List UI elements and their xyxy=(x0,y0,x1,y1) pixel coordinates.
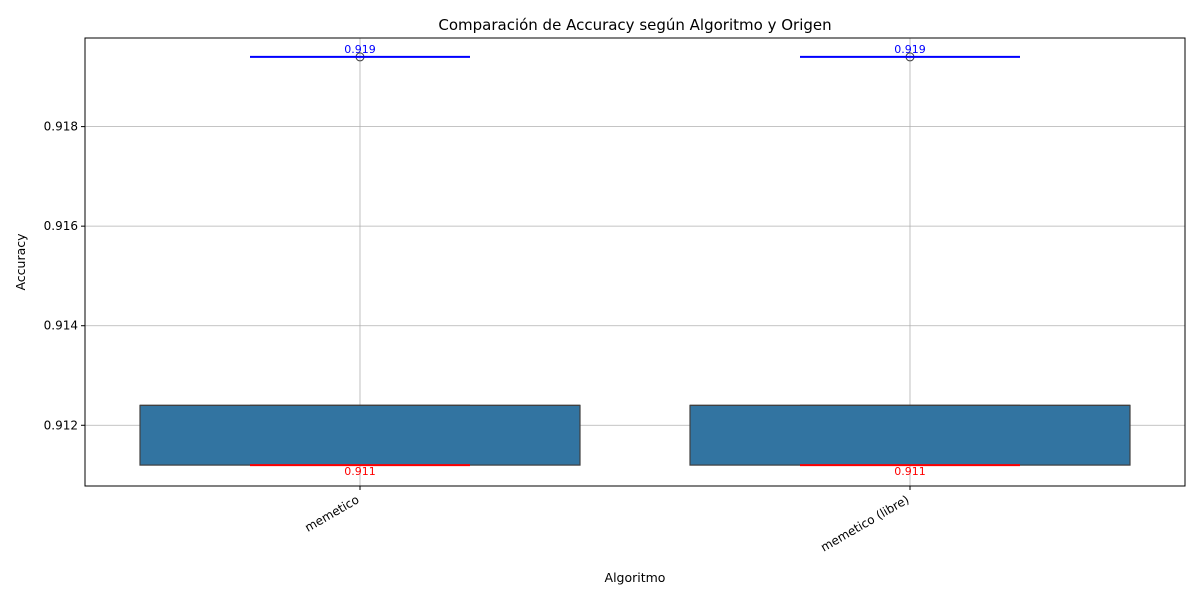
annotation-layer: 0.919 0.911 0.919 0.911 xyxy=(250,43,1020,478)
axis-layer: 0.912 0.914 0.916 0.918 memetico memetico (li… xyxy=(44,120,912,555)
chart-title: Comparación de Accuracy según Algoritmo … xyxy=(438,16,831,34)
min-label: 0.911 xyxy=(344,465,376,478)
box-layer xyxy=(139,52,1131,466)
y-tick-label: 0.916 xyxy=(44,219,78,233)
plot-frame xyxy=(84,37,1186,487)
x-axis-label: Algoritmo xyxy=(605,570,666,585)
x-tick-label: memetico xyxy=(302,492,361,534)
y-tick-label: 0.912 xyxy=(44,418,78,432)
y-tick-label: 0.918 xyxy=(44,120,78,134)
x-tick-label: memetico (libre) xyxy=(818,492,911,554)
y-tick-label: 0.914 xyxy=(44,319,78,333)
max-label: 0.919 xyxy=(344,43,376,56)
min-label: 0.911 xyxy=(894,465,926,478)
max-label: 0.919 xyxy=(894,43,926,56)
y-axis-label: Accuracy xyxy=(13,233,28,291)
box xyxy=(689,404,1131,466)
box xyxy=(139,404,581,466)
